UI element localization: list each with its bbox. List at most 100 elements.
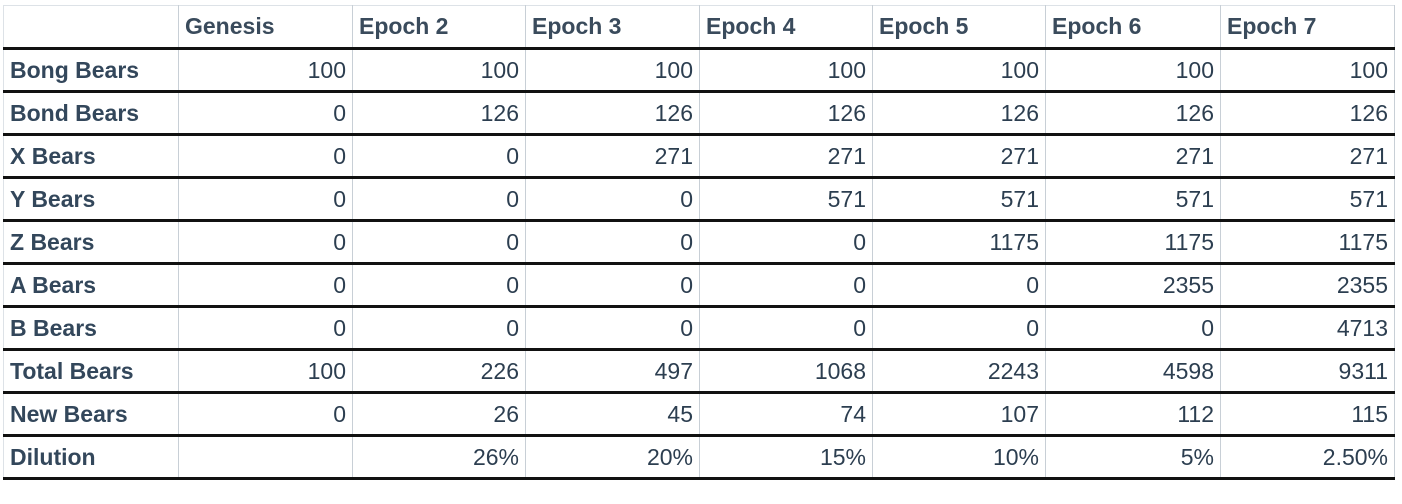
row-label[interactable]: Dilution [3, 435, 179, 480]
table-row: Dilution 26% 20% 15% 10% 5% 2.50% [3, 435, 1395, 480]
table-cell[interactable]: 4598 [1045, 349, 1221, 394]
table-cell[interactable]: 100 [178, 48, 353, 93]
table-cell[interactable]: 0 [178, 177, 353, 222]
table-cell[interactable]: 0 [352, 177, 526, 222]
table-cell[interactable]: 26 [352, 392, 526, 437]
table-cell[interactable]: 10% [872, 435, 1046, 480]
column-header[interactable]: Epoch 7 [1220, 5, 1395, 50]
table-cell[interactable]: 497 [525, 349, 700, 394]
table-row: New Bears 0 26 45 74 107 112 115 [3, 392, 1395, 437]
table-cell[interactable]: 0 [872, 306, 1046, 351]
table-cell[interactable]: 112 [1045, 392, 1221, 437]
table-row: B Bears 0 0 0 0 0 0 4713 [3, 306, 1395, 351]
table-cell[interactable]: 0 [699, 263, 873, 308]
row-label[interactable]: Bong Bears [3, 48, 179, 93]
table-cell[interactable]: 100 [178, 349, 353, 394]
table-cell[interactable]: 0 [525, 263, 700, 308]
row-label[interactable]: Bond Bears [3, 91, 179, 136]
table-cell[interactable]: 226 [352, 349, 526, 394]
table-cell[interactable]: 271 [872, 134, 1046, 179]
corner-cell[interactable] [3, 5, 179, 50]
table-cell[interactable]: 20% [525, 435, 700, 480]
table-cell[interactable]: 0 [525, 306, 700, 351]
table-cell[interactable]: 1175 [1045, 220, 1221, 265]
table-cell[interactable]: 126 [699, 91, 873, 136]
table-cell[interactable]: 100 [1220, 48, 1395, 93]
table-cell[interactable]: 126 [352, 91, 526, 136]
row-label[interactable]: A Bears [3, 263, 179, 308]
table-cell[interactable]: 0 [178, 306, 353, 351]
table-cell[interactable]: 571 [1220, 177, 1395, 222]
table-cell[interactable]: 0 [178, 392, 353, 437]
table-cell[interactable]: 100 [525, 48, 700, 93]
table-cell[interactable]: 271 [699, 134, 873, 179]
table-cell[interactable]: 571 [872, 177, 1046, 222]
table-cell[interactable]: 0 [178, 134, 353, 179]
table-row: Bond Bears 0 126 126 126 126 126 126 [3, 91, 1395, 136]
table-cell[interactable]: 571 [1045, 177, 1221, 222]
table-cell[interactable]: 126 [1045, 91, 1221, 136]
table-cell[interactable]: 571 [699, 177, 873, 222]
table-cell[interactable]: 1068 [699, 349, 873, 394]
bears-table: Genesis Epoch 2 Epoch 3 Epoch 4 Epoch 5 Epoch… [3, 5, 1395, 480]
column-header[interactable]: Epoch 3 [525, 5, 700, 50]
table-cell[interactable]: 0 [178, 91, 353, 136]
table-cell[interactable]: 100 [699, 48, 873, 93]
table-cell[interactable]: 115 [1220, 392, 1395, 437]
table-cell[interactable]: 107 [872, 392, 1046, 437]
row-label[interactable]: X Bears [3, 134, 179, 179]
table-cell[interactable]: 0 [1045, 306, 1221, 351]
table-cell[interactable]: 0 [525, 220, 700, 265]
table-cell[interactable]: 126 [872, 91, 1046, 136]
table-row: Total Bears 100 226 497 1068 2243 4598 9311 [3, 349, 1395, 394]
column-header[interactable]: Epoch 5 [872, 5, 1046, 50]
table-cell[interactable]: 26% [352, 435, 526, 480]
table-cell[interactable]: 2355 [1220, 263, 1395, 308]
table-row: A Bears 0 0 0 0 0 2355 2355 [3, 263, 1395, 308]
column-header[interactable]: Epoch 4 [699, 5, 873, 50]
table-cell[interactable]: 1175 [1220, 220, 1395, 265]
table-cell[interactable]: 0 [352, 220, 526, 265]
column-header[interactable]: Epoch 6 [1045, 5, 1221, 50]
table-row: Z Bears 0 0 0 0 1175 1175 1175 [3, 220, 1395, 265]
table-cell[interactable]: 45 [525, 392, 700, 437]
table-cell[interactable]: 0 [352, 263, 526, 308]
table-cell[interactable]: 271 [525, 134, 700, 179]
table-cell[interactable]: 271 [1045, 134, 1221, 179]
table-cell[interactable]: 0 [352, 306, 526, 351]
table-cell[interactable]: 2355 [1045, 263, 1221, 308]
table-cell[interactable]: 126 [1220, 91, 1395, 136]
table-cell[interactable]: 0 [352, 134, 526, 179]
header-row: Genesis Epoch 2 Epoch 3 Epoch 4 Epoch 5 Epoch… [3, 5, 1395, 50]
table-cell[interactable]: 100 [872, 48, 1046, 93]
table-cell[interactable]: 0 [178, 263, 353, 308]
row-label[interactable]: B Bears [3, 306, 179, 351]
table-cell[interactable]: 100 [352, 48, 526, 93]
row-label[interactable]: Total Bears [3, 349, 179, 394]
table-cell[interactable]: 126 [525, 91, 700, 136]
table-cell[interactable]: 5% [1045, 435, 1221, 480]
table-cell[interactable]: 100 [1045, 48, 1221, 93]
column-header[interactable]: Epoch 2 [352, 5, 526, 50]
table-cell[interactable]: 0 [699, 220, 873, 265]
row-label[interactable]: Y Bears [3, 177, 179, 222]
table-cell[interactable]: 9311 [1220, 349, 1395, 394]
table-cell[interactable]: 0 [525, 177, 700, 222]
table-cell[interactable]: 0 [872, 263, 1046, 308]
row-label[interactable]: New Bears [3, 392, 179, 437]
table-row: X Bears 0 0 271 271 271 271 271 [3, 134, 1395, 179]
row-label[interactable]: Z Bears [3, 220, 179, 265]
table-cell[interactable]: 1175 [872, 220, 1046, 265]
table-cell[interactable]: 0 [699, 306, 873, 351]
table-cell[interactable]: 271 [1220, 134, 1395, 179]
table-body: Bong Bears 100 100 100 100 100 100 100 Bond Bear… [3, 48, 1395, 480]
column-header[interactable]: Genesis [178, 5, 353, 50]
table-cell[interactable]: 2.50% [1220, 435, 1395, 480]
table-cell[interactable]: 4713 [1220, 306, 1395, 351]
table-cell[interactable]: 0 [178, 220, 353, 265]
table-cell[interactable]: 74 [699, 392, 873, 437]
table-cell[interactable]: 15% [699, 435, 873, 480]
table-cell[interactable] [178, 435, 353, 480]
table-cell[interactable]: 2243 [872, 349, 1046, 394]
